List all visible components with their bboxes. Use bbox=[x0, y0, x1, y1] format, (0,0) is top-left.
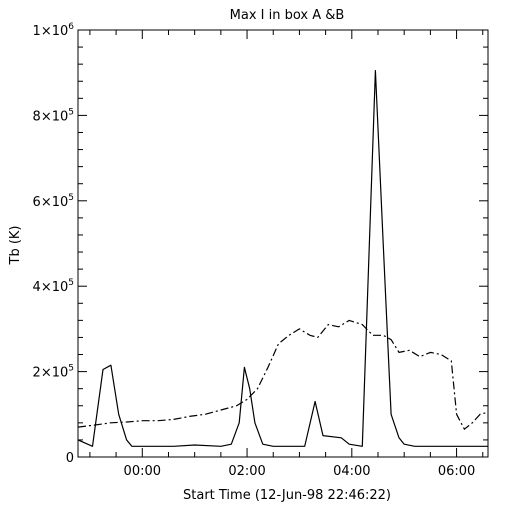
y-tick-label: 2×105 bbox=[33, 364, 74, 381]
series-line-solid bbox=[77, 70, 488, 447]
y-tick-label: 0 bbox=[66, 451, 74, 466]
series-line-dash-dot bbox=[77, 319, 489, 430]
y-tick-label: 1×106 bbox=[33, 22, 75, 39]
x-axis-ticks: 00:00 02:00 04:00 06:00 bbox=[89, 30, 484, 479]
y-axis-ticks: 0 2×105 4×105 6×105 8×105 1×106 bbox=[33, 22, 488, 466]
y-tick-label: 8×105 bbox=[33, 107, 74, 124]
x-tick-label: 02:00 bbox=[228, 464, 265, 479]
x-tick-label: 04:00 bbox=[333, 464, 370, 479]
x-axis-label: Start Time (12-Jun-98 22:46:22) bbox=[183, 488, 391, 503]
chart-title: Max I in box A &B bbox=[230, 8, 345, 23]
y-axis-label: Tb (K) bbox=[8, 226, 23, 266]
y-tick-label: 6×105 bbox=[33, 193, 74, 210]
x-tick-label: 00:00 bbox=[124, 464, 161, 479]
series-layer bbox=[77, 70, 489, 447]
plot-frame bbox=[77, 29, 489, 458]
x-tick-label: 06:00 bbox=[438, 464, 475, 479]
y-tick-label: 4×105 bbox=[33, 278, 74, 295]
